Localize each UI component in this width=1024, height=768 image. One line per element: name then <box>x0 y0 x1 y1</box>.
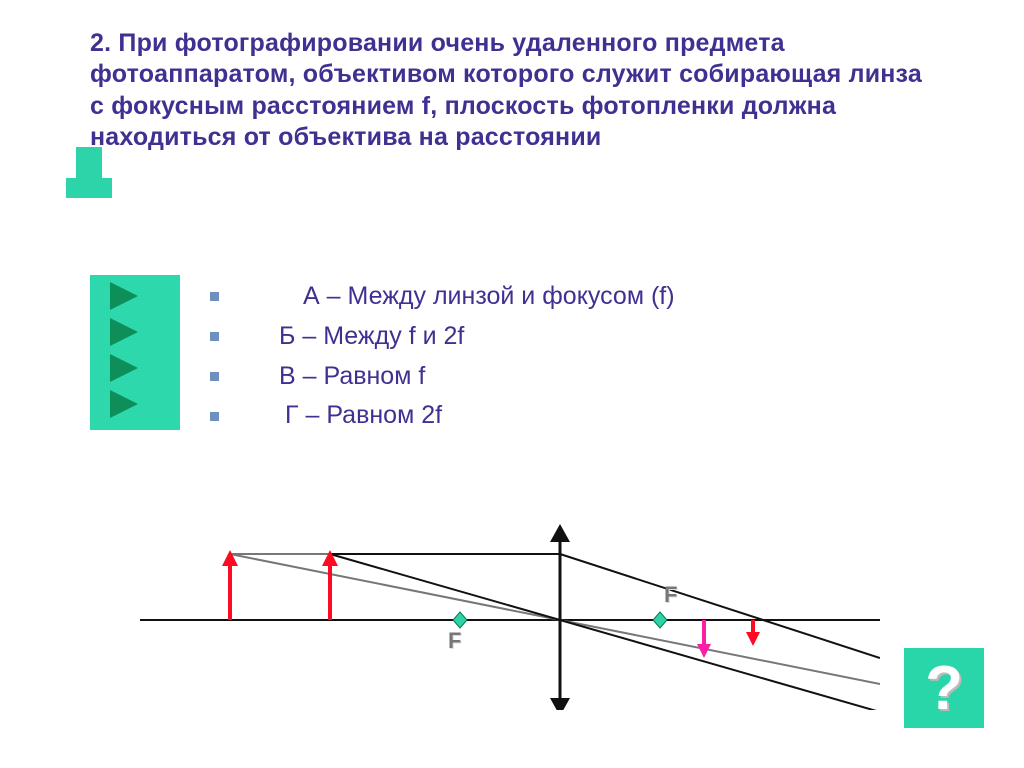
hint-button[interactable]: ? <box>904 648 984 728</box>
answer-arrow-v[interactable] <box>110 354 138 382</box>
option-b: Б – Между f и 2f <box>210 320 910 354</box>
focal-right <box>653 612 667 628</box>
lens-arrow-up-icon <box>550 524 570 542</box>
lens-arrow-down-icon <box>550 698 570 710</box>
bullet-icon <box>210 412 219 421</box>
object-far <box>222 550 238 620</box>
question-title-text: 2. При фотографировании очень удаленного… <box>90 28 930 153</box>
option-g: Г – Равном 2f <box>210 399 910 433</box>
bullet-icon <box>210 332 219 341</box>
object-near <box>322 550 338 620</box>
focal-label-left: F <box>448 628 461 654</box>
title-accent-bar-2 <box>66 178 112 198</box>
image-far <box>746 620 760 646</box>
image-near <box>697 620 711 658</box>
answer-buttons <box>110 282 138 426</box>
bullet-icon <box>210 292 219 301</box>
slide: 2. При фотографировании очень удаленного… <box>0 0 1024 768</box>
ray-diagram-svg <box>140 480 880 710</box>
ray-parallel-refracted <box>560 554 880 658</box>
answer-arrow-a[interactable] <box>110 282 138 310</box>
option-v: В – Равном f <box>210 360 910 394</box>
answer-arrow-g[interactable] <box>110 390 138 418</box>
question-mark-icon: ? <box>925 653 963 724</box>
option-b-text: Б – Между f и 2f <box>249 320 464 354</box>
option-a: А – Между линзой и фокусом (f) <box>210 280 910 314</box>
question-title: 2. При фотографировании очень удаленного… <box>90 28 930 153</box>
option-g-text: Г – Равном 2f <box>249 399 442 433</box>
ray-diagram: F F <box>140 480 880 710</box>
answer-arrow-b[interactable] <box>110 318 138 346</box>
option-a-text: А – Между линзой и фокусом (f) <box>249 280 675 314</box>
options-list: А – Между линзой и фокусом (f) Б – Между… <box>210 280 910 439</box>
focal-label-right: F <box>664 582 677 608</box>
bullet-icon <box>210 372 219 381</box>
option-v-text: В – Равном f <box>249 360 425 394</box>
focal-left <box>453 612 467 628</box>
